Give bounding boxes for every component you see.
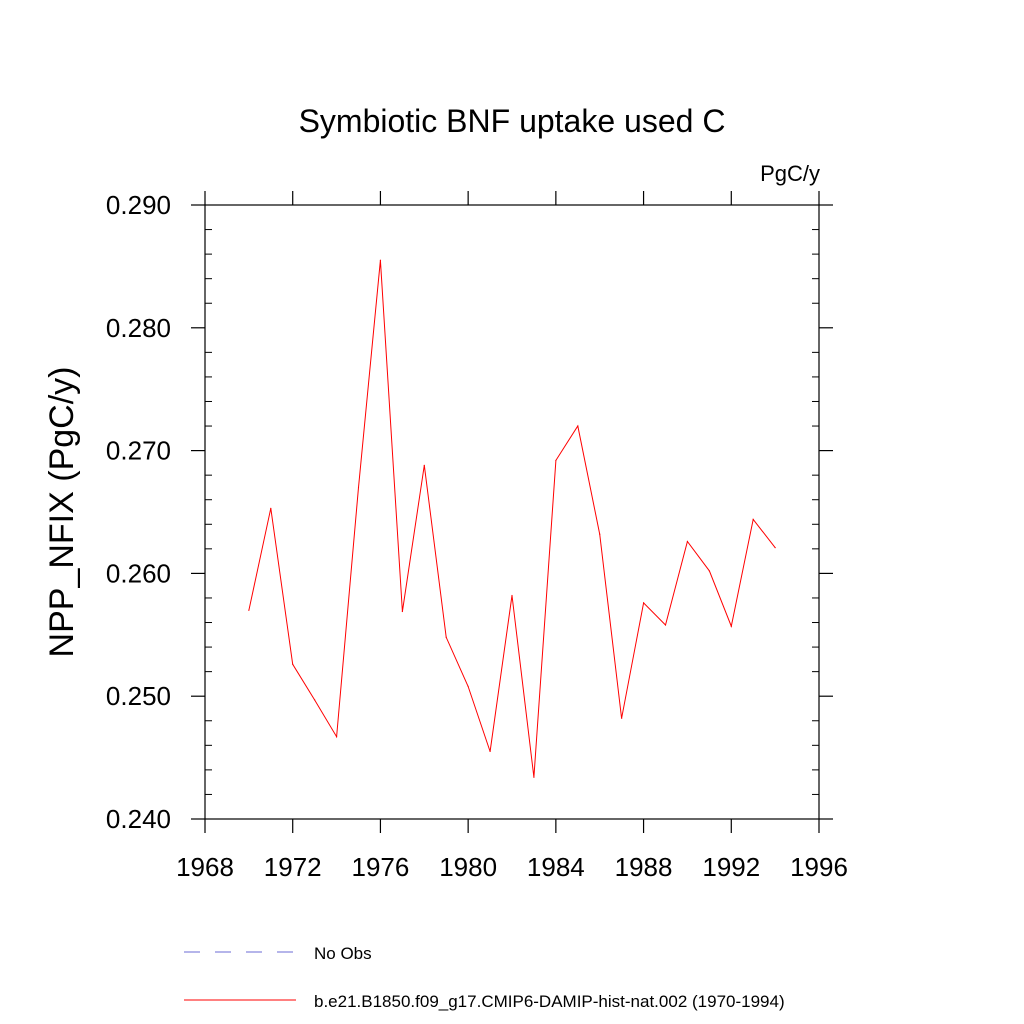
series-line: [248, 260, 776, 778]
x-tick-label: 1996: [790, 852, 848, 882]
data-point: [577, 425, 579, 427]
y-tick-label: 0.290: [106, 190, 171, 220]
data-point: [248, 609, 250, 611]
x-tick-label: 1992: [702, 852, 760, 882]
y-tick-labels: 0.240 0.250 0.260 0.270 0.280 0.290: [106, 190, 171, 834]
x-tick-label: 1976: [352, 852, 410, 882]
y-tick-label: 0.280: [106, 313, 171, 343]
data-point: [511, 594, 513, 597]
y-tick-label: 0.270: [106, 436, 171, 466]
legend-label: No Obs: [314, 944, 372, 963]
legend: No Obs b.e21.B1850.f09_g17.CMIP6-DAMIP-hi…: [184, 944, 785, 1011]
data-point: [664, 624, 667, 626]
x-tick-labels: 1968 1972 1976 1980 1984 1988 1992 1996: [176, 852, 848, 882]
y-tick-label: 0.240: [106, 804, 171, 834]
data-point: [379, 259, 382, 261]
chart-title: Symbiotic BNF uptake used C: [299, 103, 726, 139]
data-point: [774, 547, 776, 549]
data-point: [445, 636, 447, 638]
data-point: [686, 540, 689, 543]
plot-frame: [204, 204, 820, 820]
legend-label: b.e21.B1850.f09_g17.CMIP6-DAMIP-hist-nat…: [314, 992, 785, 1011]
x-tick-label: 1988: [615, 852, 673, 882]
data-point: [752, 518, 754, 520]
x-tick-label: 1968: [176, 852, 234, 882]
data-point: [533, 776, 535, 778]
data-series: [248, 259, 776, 778]
units-label: PgC/y: [760, 161, 820, 186]
y-tick-label: 0.250: [106, 681, 171, 711]
data-point: [335, 736, 338, 738]
data-point: [621, 717, 623, 719]
data-point: [314, 699, 316, 701]
data-point: [599, 533, 601, 535]
data-point: [555, 459, 557, 462]
y-axis-label: NPP_NFIX (PgC/y): [43, 367, 81, 658]
data-point: [708, 570, 710, 572]
data-point: [357, 486, 360, 489]
data-point: [292, 663, 294, 665]
data-point: [489, 750, 491, 753]
axis-ticks: [191, 191, 833, 833]
data-point: [401, 610, 403, 613]
data-point: [730, 625, 732, 627]
x-tick-label: 1980: [439, 852, 497, 882]
data-point: [467, 685, 469, 687]
data-point: [270, 507, 272, 509]
x-tick-label: 1984: [527, 852, 585, 882]
data-point: [423, 464, 425, 466]
data-point: [642, 602, 645, 604]
y-tick-label: 0.260: [106, 558, 171, 588]
x-tick-label: 1972: [264, 852, 322, 882]
